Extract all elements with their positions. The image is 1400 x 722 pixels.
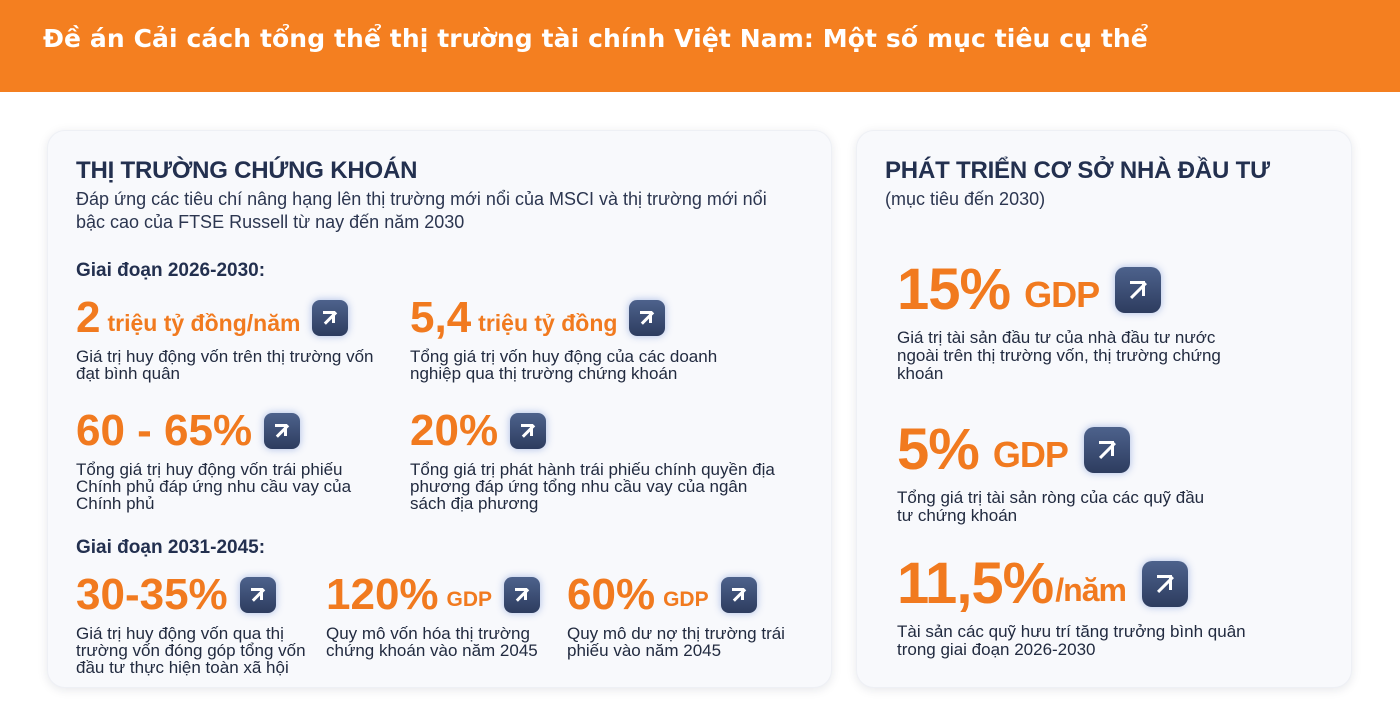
stock-market-title: THỊ TRƯỜNG CHỨNG KHOÁN (76, 157, 418, 184)
investor-base-subtitle: (mục tiêu đến 2030) (885, 189, 1046, 209)
stat-unit: GDP (446, 588, 493, 611)
stat-block: 120% GDP Quy mô vốn hóa thị trường chứng… (326, 573, 551, 659)
investor-base-card: PHÁT TRIỂN CƠ SỞ NHÀ ĐẦU TƯ (mục tiêu đế… (856, 130, 1352, 688)
page-title: Đề án Cải cách tổng thể thị trường tài c… (43, 24, 1148, 53)
stat-value: 2 (76, 293, 101, 342)
stat-description: Tổng giá trị phát hành trái phiếu chính … (410, 460, 775, 513)
stat-value: 120% (326, 570, 439, 619)
stat-description: Giá trị huy động vốn trên thị trường vốn… (76, 347, 374, 383)
stat-unit: triệu tỷ đồng (478, 309, 618, 336)
arrow-up-right-icon (504, 577, 541, 613)
stat-value: 5,4 (410, 293, 472, 342)
stat-value: 15% (897, 257, 1011, 322)
stat-value: 30-35% (76, 570, 228, 619)
stat-block: 15% GDP Giá trị tài sản đầu tư của nhà đ… (897, 261, 1242, 383)
arrow-up-right-icon (1141, 561, 1188, 607)
stat-description: Tài sản các quỹ hưu trí tăng trưởng bình… (897, 622, 1246, 659)
stat-value: 20% (410, 406, 499, 455)
stat-block: 11,5% /năm Tài sản các quỹ hưu trí tăng … (897, 555, 1277, 659)
stat-unit: GDP (663, 588, 709, 611)
header-bar: Đề án Cải cách tổng thể thị trường tài c… (0, 0, 1400, 92)
stat-description: Tổng giá trị huy động vốn trái phiếu Chí… (76, 460, 352, 513)
stat-value: 60 - 65% (76, 406, 253, 455)
stat-unit: GDP (992, 434, 1069, 475)
stat-unit: triệu tỷ đồng/năm (107, 309, 301, 336)
stat-block: 20% Tổng giá trị phát hành trái phiếu ch… (410, 406, 775, 513)
investor-base-title: PHÁT TRIỂN CƠ SỞ NHÀ ĐẦU TƯ (885, 157, 1270, 184)
stat-block: 5,4 triệu tỷ đồng Tổng giá trị vốn huy đ… (410, 293, 750, 383)
stat-value: 5% (897, 417, 980, 482)
arrow-up-right-icon (1083, 427, 1130, 473)
stat-description: Giá trị huy động vốn qua thị trường vốn … (76, 624, 306, 677)
arrow-up-right-icon (264, 413, 301, 449)
stat-description: Tổng giá trị vốn huy động của các doanh … (410, 347, 718, 383)
arrow-up-right-icon (629, 300, 666, 336)
stat-value: 60% (567, 570, 656, 619)
stat-description: Giá trị tài sản đầu tư của nhà đầu tư nư… (897, 328, 1221, 383)
stat-description: Quy mô dư nợ thị trường trái phiếu vào n… (567, 624, 785, 660)
stat-description: Quy mô vốn hóa thị trường chứng khoán và… (326, 624, 538, 660)
arrow-up-right-icon (239, 577, 276, 613)
stat-block: 60% GDP Quy mô dư nợ thị trường trái phi… (567, 570, 797, 660)
stock-market-card: THỊ TRƯỜNG CHỨNG KHOÁN Đáp ứng các tiêu … (47, 130, 832, 688)
arrow-up-right-icon (1115, 267, 1162, 313)
stat-block: 2 triệu tỷ đồng/năm Giá trị huy động vốn… (76, 293, 376, 383)
arrow-up-right-icon (510, 413, 547, 449)
stat-unit: /năm (1055, 572, 1127, 608)
phase-1-label: Giai đoạn 2026-2030: (76, 260, 266, 281)
stat-block: 60 - 65% Tổng giá trị huy động vốn trái … (76, 406, 371, 513)
stat-block: 5% GDP Tổng giá trị tài sản ròng của các… (897, 421, 1217, 525)
phase-2-label: Giai đoạn 2031-2045: (76, 537, 266, 558)
stat-value: 11,5% (897, 551, 1054, 616)
stat-block: 30-35% Giá trị huy động vốn qua thị trườ… (76, 570, 316, 677)
arrow-up-right-icon (312, 300, 349, 336)
stat-description: Tổng giá trị tài sản ròng của các quỹ đầ… (897, 488, 1205, 525)
stat-unit: GDP (1024, 274, 1100, 315)
stock-market-subtitle: Đáp ứng các tiêu chí nâng hạng lên thị t… (76, 189, 767, 232)
arrow-up-right-icon (720, 577, 757, 613)
